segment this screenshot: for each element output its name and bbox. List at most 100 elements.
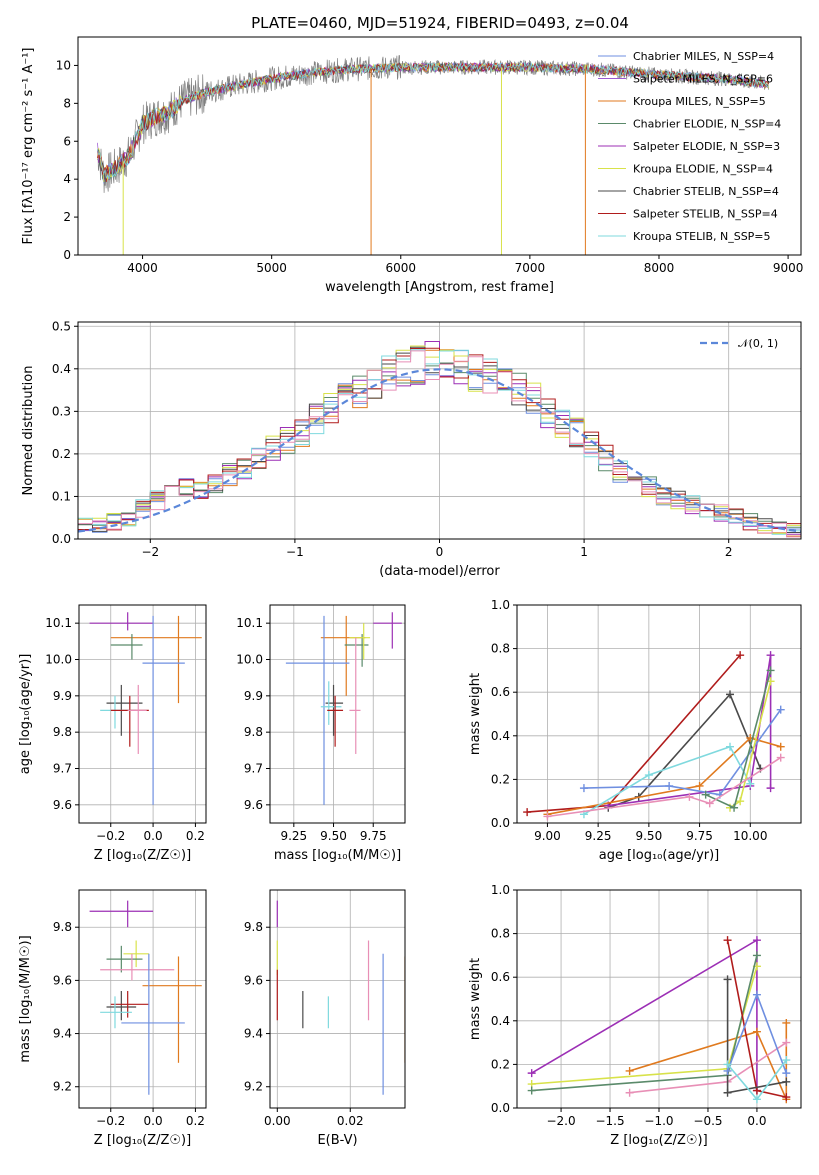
- plot-frame: [269, 604, 406, 824]
- y-axis-label: Normed distribution: [21, 366, 36, 496]
- mass-weight-marker: [625, 1088, 634, 1097]
- errorbar-point: [127, 684, 147, 754]
- y-tick-label: 0.4: [491, 729, 510, 743]
- errorbar-point: [285, 615, 350, 805]
- mass-weight-marker: [723, 1088, 732, 1097]
- errorbar-point: [89, 900, 154, 928]
- x-tick-label: 0.00: [264, 1114, 291, 1128]
- mass-weight-marker: [726, 690, 734, 699]
- x-tick-label: −0.5: [693, 1114, 722, 1128]
- x-tick-label: 0.02: [337, 1114, 364, 1128]
- x-axis-label: E(B-V): [317, 1133, 357, 1148]
- x-axis-label: Z [log₁₀(Z/Z☉)]: [610, 1133, 707, 1148]
- x-tick-label: 8000: [644, 261, 675, 275]
- mass-vs-Z-axes: −0.2 0.0 0.2 9.2 9.4 9.6 9.8 Z [log₁₀(Z/Z☉)] mas…: [18, 889, 207, 1148]
- spectrum-axes: 4000 5000 6000 7000 8000 9000 0 2 4 6 8 10 wavelengt…: [21, 36, 803, 295]
- errorbar-point: [106, 991, 137, 1021]
- mass-weight-marker: [665, 781, 674, 790]
- mass-vs-Z-marks: [89, 900, 202, 1095]
- spectrum-marks: [97, 55, 770, 255]
- y-tick-label: 9.8: [244, 725, 263, 739]
- mass-weight-marker: [527, 1086, 536, 1095]
- mass-weight-marker: [766, 651, 775, 660]
- y-tick-label: 9.7: [244, 762, 263, 776]
- y-tick-label: 0.4: [52, 362, 71, 376]
- x-tick-label: −0.2: [96, 1114, 125, 1128]
- y-tick-label: 0.0: [52, 532, 71, 546]
- mass-weight-marker: [766, 666, 775, 675]
- y-tick-label: 6: [63, 134, 71, 148]
- mass-weight-marker: [579, 784, 588, 793]
- legend-entry: Kroupa ELODIE, N_SSP=4: [633, 163, 773, 176]
- mass-weight-marker: [723, 975, 732, 984]
- y-tick-label: 9.4: [53, 1027, 72, 1041]
- mass-vs-ebv-marks: [276, 900, 405, 1095]
- age-vs-Z-panel: −0.2 0.0 0.2 9.6 9.7 9.8 9.9 10.0 10.1 Z [log₁₀(Z…: [18, 604, 207, 863]
- mass-weight-marker: [705, 799, 714, 808]
- massweight-vs-age-axes: 9.00 9.25 9.50 9.75 10.00 0.0 0.2 0.4 0.6 0.8 1.0 a…: [468, 598, 802, 863]
- y-tick-label: 0.6: [491, 970, 510, 984]
- errorbar-point: [123, 940, 149, 968]
- mass-weight-marker: [625, 1066, 634, 1075]
- errorbar-point: [373, 612, 402, 649]
- age-vs-mass-panel: 9.25 9.50 9.75 9.6 9.7 9.8 9.9 10.0 10.1 mass [lo…: [236, 604, 406, 863]
- x-tick-label: 9.50: [635, 829, 662, 843]
- y-tick-label: 10.1: [45, 616, 72, 630]
- plot-frame: [78, 604, 207, 824]
- errorbar-point: [110, 991, 149, 1018]
- y-tick-label: 0.8: [491, 642, 510, 656]
- errorbar-point: [142, 956, 202, 1063]
- x-tick-label: 5000: [256, 261, 287, 275]
- x-tick-label: 9.25: [280, 829, 307, 843]
- mass-weight-marker: [730, 803, 739, 812]
- legend-entry: Chabrier ELODIE, N_SSP=4: [633, 118, 781, 131]
- massweight-vs-Z-panel: −2.0 −1.5 −1.0 −0.5 0.0 0.0 0.2 0.4 0.6 0.8 1.0 Z […: [468, 883, 802, 1148]
- errorbar-point: [110, 634, 143, 660]
- x-tick-label: 0.2: [186, 829, 205, 843]
- y-tick-label: 0.2: [491, 772, 510, 786]
- mass-vs-Z-panel: −0.2 0.0 0.2 9.2 9.4 9.6 9.8 Z [log₁₀(Z/Z☉)] mas…: [18, 889, 207, 1148]
- errorbar-point: [100, 695, 137, 729]
- normal-reference-curve: [78, 368, 801, 533]
- mass-weight-marker: [523, 808, 532, 817]
- x-axis-label: (data-model)/error: [379, 564, 500, 579]
- x-tick-label: 10.00: [733, 829, 767, 843]
- plot-frame: [269, 889, 406, 1109]
- mass-weight-marker: [701, 790, 710, 799]
- y-tick-label: 9.2: [53, 1080, 72, 1094]
- x-tick-label: −2.0: [546, 1114, 575, 1128]
- mass-weight-marker: [752, 1095, 761, 1104]
- x-tick-label: 9.25: [585, 829, 612, 843]
- x-tick-label: −1.5: [595, 1114, 624, 1128]
- x-axis-label: Z [log₁₀(Z/Z☉)]: [94, 848, 191, 863]
- legend-entry: 𝒩(0, 1): [738, 337, 778, 350]
- spectrum-panel: 4000 5000 6000 7000 8000 9000 0 2 4 6 8 10 wavelengt…: [21, 36, 803, 295]
- legend-entry: Chabrier MILES, N_SSP=4: [633, 50, 774, 63]
- mass-weight-line: [583, 709, 782, 796]
- errorbar-point: [349, 637, 361, 754]
- y-tick-label: 10: [56, 58, 71, 72]
- mass-weight-marker: [752, 936, 761, 945]
- age-vs-mass-axes: 9.25 9.50 9.75 9.6 9.7 9.8 9.9 10.0 10.1 mass [lo…: [236, 604, 406, 863]
- y-tick-label: 10.0: [45, 653, 72, 667]
- legend-entry: Salpeter ELODIE, N_SSP=3: [633, 140, 780, 153]
- age-vs-mass-marks: [285, 612, 402, 805]
- mass-weight-line: [527, 654, 741, 813]
- mass-weight-line: [531, 938, 758, 1091]
- y-tick-label: 1.0: [491, 883, 510, 897]
- x-axis-label: Z [log₁₀(Z/Z☉)]: [94, 1133, 191, 1148]
- x-tick-label: 9.75: [360, 829, 387, 843]
- y-tick-label: 0.4: [491, 1014, 510, 1028]
- residual-histogram: [78, 349, 801, 539]
- y-tick-label: 9.6: [244, 973, 263, 987]
- figure-title: PLATE=0460, MJD=51924, FIBERID=0493, z=0…: [251, 14, 629, 32]
- x-tick-label: 1: [580, 545, 588, 559]
- y-tick-label: 8: [63, 96, 71, 110]
- y-tick-label: 0.0: [491, 1101, 510, 1115]
- mass-weight-marker: [782, 1093, 791, 1102]
- mass-weight-marker: [782, 1038, 791, 1047]
- errorbar-point: [344, 634, 369, 667]
- x-tick-label: 0.0: [747, 1114, 766, 1128]
- plot-frame: [77, 36, 802, 256]
